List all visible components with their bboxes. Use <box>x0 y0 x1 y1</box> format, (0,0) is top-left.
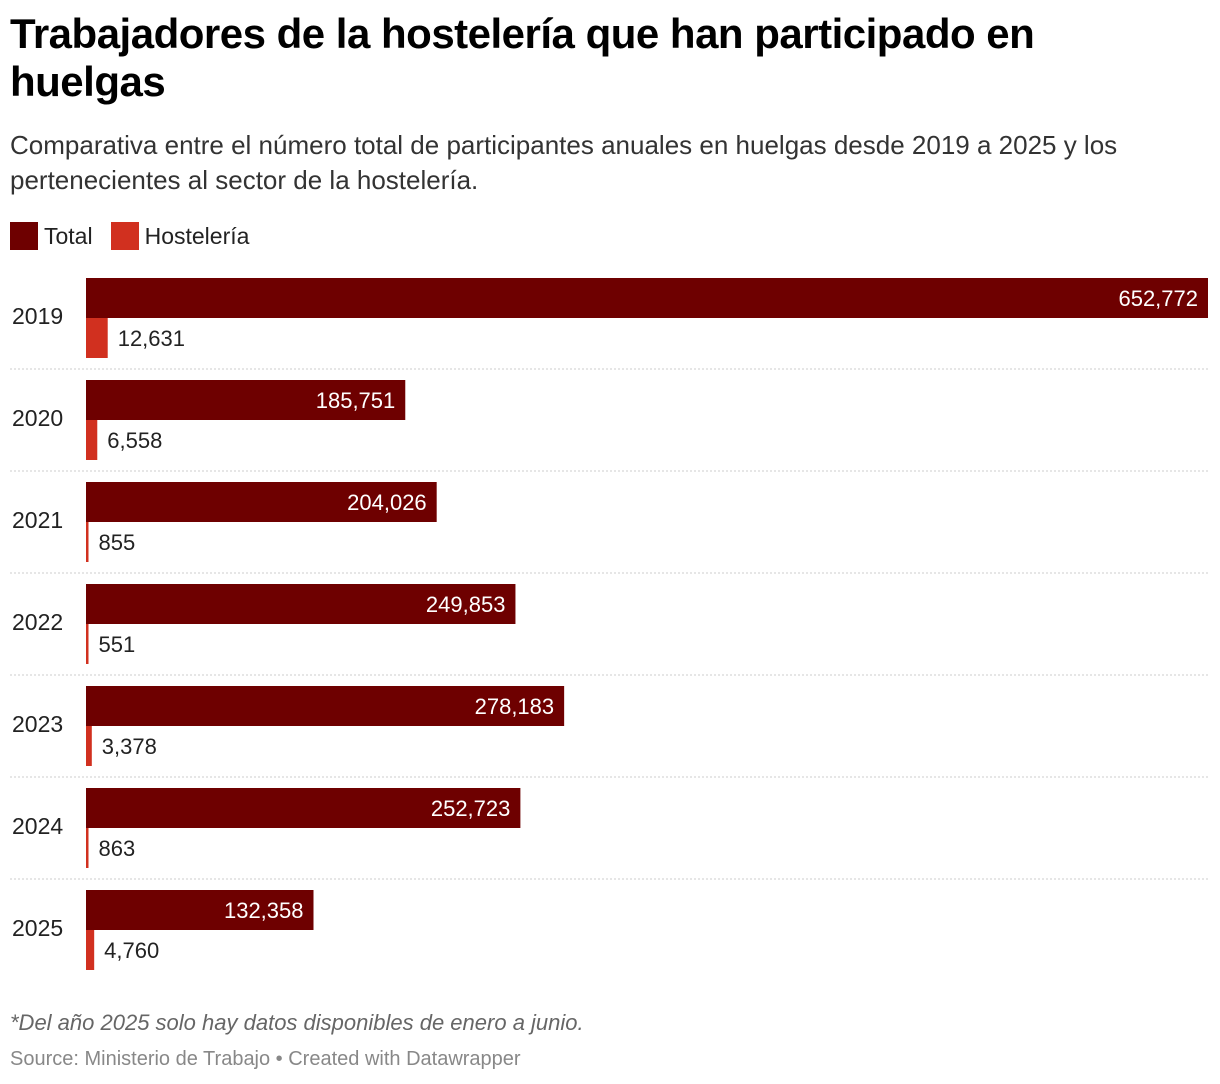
chart-title: Trabajadores de la hostelería que han pa… <box>10 10 1035 105</box>
category-label-2022: 2022 <box>12 609 63 635</box>
bar-hosteleria-2024 <box>86 828 89 868</box>
category-label-2025: 2025 <box>12 915 63 941</box>
bar-total-2020 <box>86 380 406 420</box>
bar-hosteleria-2021 <box>86 522 89 562</box>
value-label-hosteleria-2025: 4,760 <box>104 938 159 963</box>
category-label-2023: 2023 <box>12 711 63 737</box>
footnote: *Del año 2025 solo hay datos disponibles… <box>10 1010 584 1035</box>
category-label-2019: 2019 <box>12 303 63 329</box>
value-label-total-2023: 278,183 <box>475 694 555 719</box>
value-label-total-2024: 252,723 <box>431 796 511 821</box>
bar-chart: 2019 652,772 12,631 2020 185,751 6,558 2021 204… <box>10 278 1208 970</box>
value-label-hosteleria-2022: 551 <box>99 632 136 657</box>
legend: Total Hostelería <box>10 221 267 251</box>
legend-swatch-hosteleria <box>110 222 139 250</box>
value-label-hosteleria-2024: 863 <box>99 836 136 861</box>
bar-hosteleria-2022 <box>86 624 89 664</box>
chart-subtitle: Comparativa entre el número total de par… <box>10 130 1118 195</box>
bar-hosteleria-2019 <box>86 318 108 358</box>
value-label-total-2019: 652,772 <box>1118 286 1198 311</box>
value-label-total-2020: 185,751 <box>316 388 396 413</box>
category-label-2024: 2024 <box>12 813 63 839</box>
legend-item-total: Total <box>10 222 93 250</box>
category-label-2020: 2020 <box>12 405 63 431</box>
bar-total-2025 <box>86 890 314 930</box>
legend-item-hosteleria: Hostelería <box>110 222 250 250</box>
legend-label-total: Total <box>44 222 93 249</box>
value-label-total-2022: 249,853 <box>426 592 506 617</box>
bar-total-2023 <box>86 686 565 726</box>
bar-hosteleria-2023 <box>86 726 92 766</box>
value-label-hosteleria-2020: 6,558 <box>107 428 162 453</box>
value-label-hosteleria-2021: 855 <box>99 530 136 555</box>
value-label-hosteleria-2023: 3,378 <box>102 734 157 759</box>
legend-swatch-total <box>10 222 38 250</box>
bar-total-2022 <box>86 584 516 624</box>
bar-total-2021 <box>86 482 437 522</box>
category-label-2021: 2021 <box>12 507 63 533</box>
legend-label-hosteleria: Hostelería <box>144 222 250 249</box>
bar-total-2024 <box>86 788 521 828</box>
value-label-total-2021: 204,026 <box>347 490 427 515</box>
bar-total-2019 <box>86 278 1208 318</box>
source-credit: Source: Ministerio de Trabajo • Created … <box>10 1048 521 1070</box>
bar-hosteleria-2020 <box>86 420 98 460</box>
value-label-hosteleria-2019: 12,631 <box>118 326 185 351</box>
value-label-total-2025: 132,358 <box>224 898 304 923</box>
bar-hosteleria-2025 <box>86 930 95 970</box>
